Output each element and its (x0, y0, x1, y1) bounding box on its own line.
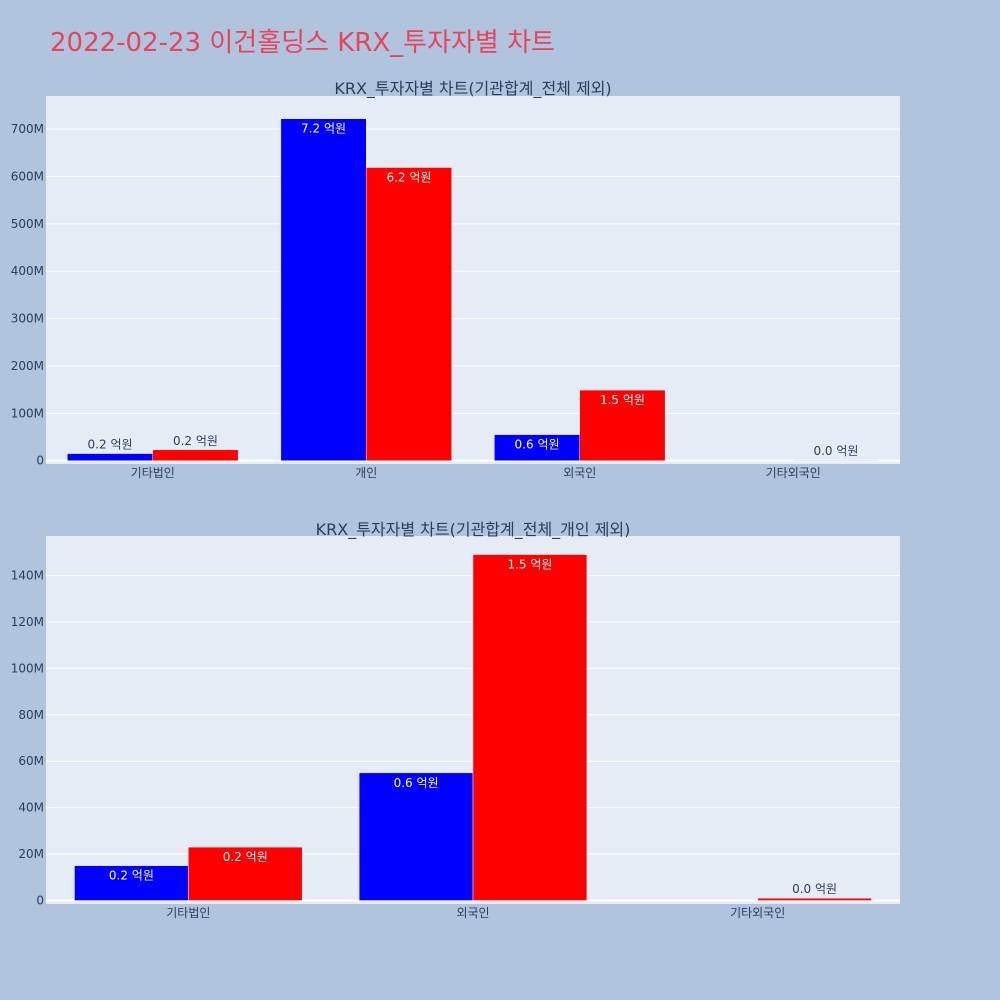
y-tick-label: 600M (11, 170, 44, 184)
data-label: 0.2 억원 (173, 434, 218, 448)
bar (757, 897, 872, 901)
y-tick-label: 400M (11, 264, 44, 278)
data-label: 1.5 억원 (600, 393, 645, 407)
bar (67, 453, 153, 461)
bar (579, 389, 666, 461)
y-tick-label: 700M (11, 122, 44, 136)
y-tick-label: 500M (11, 217, 44, 231)
y-tick-label: 60M (18, 754, 44, 768)
y-tick-label: 200M (11, 359, 44, 373)
data-label: 1.5 억원 (507, 558, 552, 572)
chart-title: KRX_투자자별 차트(기관합계_전체 제외) (334, 79, 611, 99)
data-label: 0.0 억원 (792, 882, 837, 896)
data-label: 0.0 억원 (813, 444, 858, 458)
y-tick-label: 120M (11, 615, 44, 629)
x-tick-label: 기타외국인 (730, 906, 785, 920)
bar (188, 846, 303, 901)
data-label: 0.2 억원 (88, 438, 133, 452)
bar (280, 118, 367, 461)
x-tick-label: 외국인 (456, 906, 489, 920)
bar (358, 772, 474, 901)
data-label: 0.6 억원 (394, 776, 439, 790)
page-title: 2022-02-23 이건홀딩스 KRX_투자자별 차트 (50, 28, 555, 58)
data-label: 0.2 억원 (109, 869, 154, 883)
plot-area (46, 96, 900, 464)
chart-2: 0 20M 40M 60M 80M 100M 120M 140M KRX_투자자별 차트(기관합… (11, 520, 900, 920)
y-tick-label: 100M (11, 406, 44, 420)
x-tick-label: 기타외국인 (766, 466, 821, 480)
y-tick-label: 100M (11, 661, 44, 675)
bar (74, 865, 189, 901)
x-tick-label: 기타법인 (166, 906, 210, 920)
chart-1: 0 100M 200M 300M 400M 500M 600M 700M KRX_투자자별 차트… (11, 79, 900, 480)
data-label: 0.6 억원 (515, 438, 560, 452)
y-tick-label: 40M (18, 801, 44, 815)
y-tick-label: 80M (18, 708, 44, 722)
y-tick-label: 300M (11, 312, 44, 326)
x-tick-label: 외국인 (563, 466, 596, 480)
data-label: 7.2 억원 (301, 122, 346, 136)
data-label: 0.2 억원 (223, 850, 268, 864)
bar (472, 554, 588, 901)
y-tick-label: 0 (36, 454, 44, 468)
y-tick-label: 20M (18, 847, 44, 861)
y-tick-label: 0 (36, 894, 44, 908)
bar (152, 449, 239, 461)
y-tick-label: 140M (11, 568, 44, 582)
chart-title: KRX_투자자별 차트(기관합계_전체_개인 제외) (316, 520, 631, 540)
bar (494, 434, 581, 461)
x-tick-label: 개인 (355, 466, 377, 480)
data-label: 6.2 억원 (386, 171, 431, 185)
bar (366, 167, 452, 461)
x-tick-label: 기타법인 (131, 466, 175, 480)
